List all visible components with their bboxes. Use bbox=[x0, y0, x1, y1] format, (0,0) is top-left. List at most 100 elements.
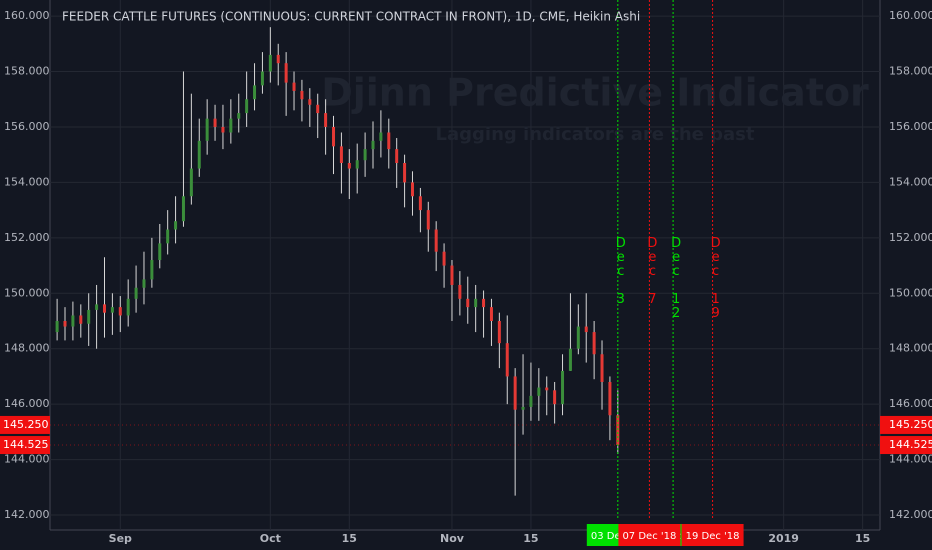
y-tick-label: 148.000 bbox=[4, 342, 50, 355]
candle-body bbox=[71, 315, 75, 327]
candle-body bbox=[537, 387, 541, 396]
candle-body bbox=[300, 90, 304, 100]
x-tick-label: 2019 bbox=[768, 532, 799, 545]
candle-body bbox=[79, 315, 83, 324]
candle-body bbox=[102, 304, 106, 313]
x-tick-label: Nov bbox=[440, 532, 465, 545]
y-tick-label: 154.000 bbox=[4, 175, 50, 188]
candle-body bbox=[245, 99, 249, 114]
candle-body bbox=[158, 243, 162, 261]
price-box bbox=[0, 415, 50, 434]
candle-body bbox=[458, 284, 462, 299]
candle-body bbox=[608, 381, 612, 416]
y-tick-label: 142.000 bbox=[4, 508, 50, 521]
x-tick-label: Sep bbox=[109, 532, 132, 545]
candle-body bbox=[363, 149, 367, 161]
candle-body bbox=[584, 326, 588, 333]
y-tick-label: 152.000 bbox=[889, 231, 932, 244]
price-label: 145.250 bbox=[3, 418, 49, 431]
y-tick-label: 144.000 bbox=[4, 453, 50, 466]
x-tick-label: 15 bbox=[523, 532, 538, 545]
y-tick-label: 158.000 bbox=[4, 65, 50, 78]
price-label: 144.525 bbox=[889, 438, 932, 451]
y-tick-label: 146.000 bbox=[4, 397, 50, 410]
candle-body bbox=[395, 149, 399, 163]
grid: 142.000 142.000 144.000 144.000 146.000 146.0… bbox=[4, 0, 932, 545]
candle-body bbox=[166, 229, 170, 244]
y-tick-label: 160.000 bbox=[4, 9, 50, 22]
date-label: 19 Dec '18 bbox=[686, 531, 740, 542]
candle-body bbox=[403, 162, 407, 183]
y-tick-label: 148.000 bbox=[889, 342, 932, 355]
candle-body bbox=[126, 298, 130, 316]
candles bbox=[55, 27, 620, 496]
candle-body bbox=[355, 160, 359, 169]
y-tick-label: 156.000 bbox=[4, 120, 50, 133]
candle-body bbox=[324, 113, 328, 127]
candle-body bbox=[276, 54, 280, 64]
candle-body bbox=[482, 298, 486, 308]
candle-body bbox=[205, 118, 209, 141]
candle-body bbox=[95, 304, 99, 310]
candle-body bbox=[213, 118, 217, 127]
candle-body bbox=[268, 54, 272, 72]
candle-body bbox=[221, 126, 225, 133]
y-tick-label: 146.000 bbox=[889, 397, 932, 410]
candle-body bbox=[505, 343, 509, 377]
candle-body bbox=[592, 332, 596, 355]
date-box bbox=[618, 524, 681, 546]
date-box bbox=[681, 524, 744, 546]
y-tick-label: 154.000 bbox=[889, 175, 932, 188]
candle-body bbox=[371, 140, 375, 150]
candle-body bbox=[434, 229, 438, 252]
candle-body bbox=[561, 370, 565, 405]
candle-body bbox=[474, 298, 478, 308]
candle-body bbox=[442, 251, 446, 266]
candle-body bbox=[142, 279, 146, 288]
candle-body bbox=[347, 162, 351, 169]
candle-body bbox=[521, 406, 525, 410]
date-label: 07 Dec '18 bbox=[622, 531, 676, 542]
candle-body bbox=[426, 210, 430, 230]
candle-body bbox=[181, 196, 185, 222]
date-label: 03 Dec '18 bbox=[591, 531, 645, 542]
watermark-subtitle: Lagging indicators are the past bbox=[436, 124, 755, 145]
candle-body bbox=[545, 387, 549, 391]
candle-body bbox=[253, 85, 257, 100]
y-tick-label: 156.000 bbox=[889, 120, 932, 133]
candle-body bbox=[134, 287, 138, 299]
candle-body bbox=[513, 376, 517, 410]
candle-body bbox=[466, 298, 470, 308]
price-label: 145.250 bbox=[889, 418, 932, 431]
candle-body bbox=[316, 104, 320, 114]
candle-body bbox=[110, 307, 114, 313]
y-tick-label: 144.000 bbox=[889, 453, 932, 466]
candle-body bbox=[576, 326, 580, 349]
marker-text: Dec 3 bbox=[613, 236, 628, 306]
candle-body bbox=[260, 71, 264, 86]
candle-body bbox=[553, 390, 557, 405]
candle-body bbox=[174, 221, 178, 230]
candle-body bbox=[387, 132, 391, 150]
marker-text: Dec 19 bbox=[708, 236, 723, 320]
candle-body bbox=[63, 320, 67, 327]
candle-body bbox=[87, 309, 91, 324]
candle-body bbox=[489, 307, 493, 321]
candle-body bbox=[332, 126, 336, 147]
candle-body bbox=[497, 320, 501, 344]
watermark: Djinn Predictive Indicator bbox=[321, 71, 869, 115]
y-tick-label: 150.000 bbox=[4, 286, 50, 299]
candle-body bbox=[529, 395, 533, 407]
candle-body bbox=[237, 113, 241, 119]
candle-body bbox=[339, 146, 343, 163]
candle-body bbox=[284, 63, 288, 83]
candle-body bbox=[410, 182, 414, 197]
y-tick-label: 158.000 bbox=[889, 65, 932, 78]
candle-body bbox=[616, 415, 620, 446]
candle-body bbox=[118, 307, 122, 316]
candle-body bbox=[379, 132, 383, 141]
x-tick-label: 15 bbox=[342, 532, 357, 545]
